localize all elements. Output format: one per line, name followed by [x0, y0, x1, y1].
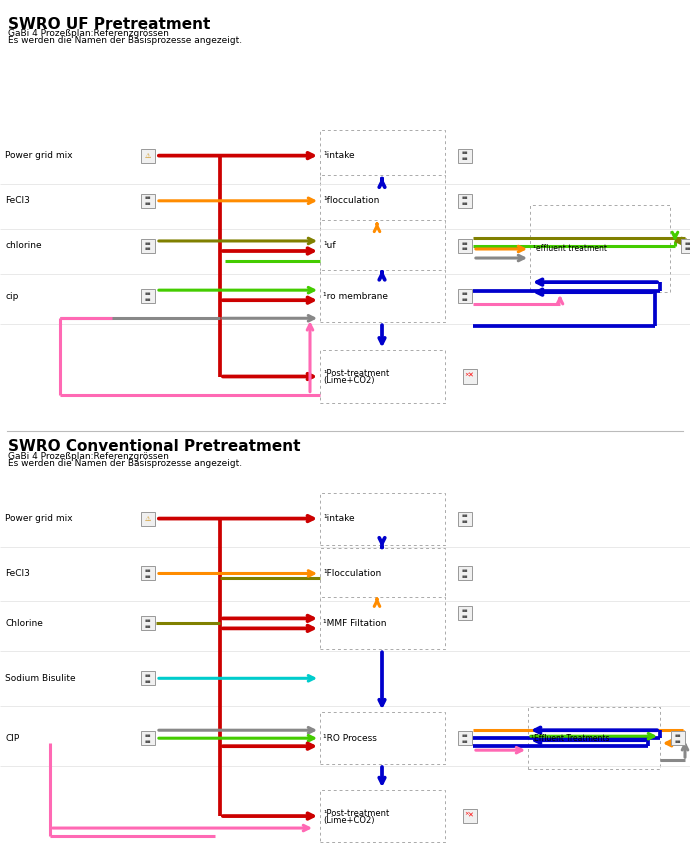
Text: ¹Post-treatment: ¹Post-treatment [323, 369, 389, 378]
Text: ×: × [464, 812, 469, 817]
Text: ▪▪
▪▪: ▪▪ ▪▪ [145, 618, 151, 629]
FancyBboxPatch shape [320, 547, 445, 600]
Text: ¹MMF Filtation: ¹MMF Filtation [323, 619, 386, 628]
FancyBboxPatch shape [458, 566, 472, 581]
Text: ×: × [464, 372, 469, 377]
Text: GaBi 4 Prozeßplan:Referenzgrössen: GaBi 4 Prozeßplan:Referenzgrössen [8, 451, 169, 461]
FancyBboxPatch shape [141, 511, 155, 526]
Text: (Lime+CO2): (Lime+CO2) [323, 376, 375, 385]
FancyBboxPatch shape [320, 130, 445, 182]
Text: Es werden die Namen der Basisprozesse angezeigt.: Es werden die Namen der Basisprozesse an… [8, 459, 242, 468]
Text: ▪▪
▪▪: ▪▪ ▪▪ [462, 196, 469, 206]
FancyBboxPatch shape [671, 731, 685, 746]
FancyBboxPatch shape [320, 270, 445, 323]
Text: ✕: ✕ [467, 812, 473, 818]
FancyBboxPatch shape [320, 712, 445, 764]
Text: ⚠: ⚠ [145, 153, 151, 159]
FancyBboxPatch shape [528, 707, 660, 769]
FancyBboxPatch shape [141, 731, 155, 746]
FancyBboxPatch shape [681, 239, 690, 253]
FancyBboxPatch shape [320, 220, 445, 272]
Text: Chlorine: Chlorine [5, 619, 43, 628]
Text: SWRO Conventional Pretreatment: SWRO Conventional Pretreatment [8, 438, 301, 454]
FancyBboxPatch shape [458, 239, 472, 253]
Text: cip: cip [5, 292, 19, 300]
Text: ▪▪
▪▪: ▪▪ ▪▪ [675, 733, 681, 744]
Text: ▪▪
▪▪: ▪▪ ▪▪ [145, 568, 151, 579]
Text: ✕: ✕ [467, 372, 473, 378]
Text: ¹uf: ¹uf [323, 241, 335, 251]
Text: Power grid mix: Power grid mix [5, 514, 72, 523]
Text: ▪▪
▪▪: ▪▪ ▪▪ [145, 291, 151, 301]
FancyBboxPatch shape [458, 148, 472, 163]
FancyBboxPatch shape [458, 607, 472, 620]
FancyBboxPatch shape [141, 289, 155, 303]
Text: ¹flocculation: ¹flocculation [323, 196, 380, 205]
FancyBboxPatch shape [320, 790, 445, 842]
FancyBboxPatch shape [141, 148, 155, 163]
Text: ▪▪
▪▪: ▪▪ ▪▪ [462, 608, 469, 619]
FancyBboxPatch shape [458, 511, 472, 526]
Text: CIP: CIP [5, 734, 19, 743]
Text: Sodium Bisulite: Sodium Bisulite [5, 674, 76, 683]
Text: ▪▪
▪▪: ▪▪ ▪▪ [462, 568, 469, 579]
Text: FeCl3: FeCl3 [5, 196, 30, 205]
Text: (Lime+CO2): (Lime+CO2) [323, 816, 375, 825]
FancyBboxPatch shape [141, 671, 155, 686]
Text: FeCl3: FeCl3 [5, 569, 30, 578]
FancyBboxPatch shape [458, 194, 472, 208]
Text: ▪▪
▪▪: ▪▪ ▪▪ [145, 196, 151, 206]
FancyBboxPatch shape [320, 492, 445, 545]
Text: Es werden die Namen der Basisprozesse angezeigt.: Es werden die Namen der Basisprozesse an… [8, 36, 242, 45]
Text: ▪▪
▪▪: ▪▪ ▪▪ [145, 673, 151, 684]
Text: ⚠: ⚠ [145, 516, 151, 522]
Text: ¹Post-treatment: ¹Post-treatment [323, 808, 389, 818]
FancyBboxPatch shape [458, 289, 472, 303]
Text: ¹ro membrane: ¹ro membrane [323, 292, 388, 300]
Text: SWRO UF Pretreatment: SWRO UF Pretreatment [8, 17, 210, 32]
FancyBboxPatch shape [463, 809, 477, 823]
Text: ▪▪
▪▪: ▪▪ ▪▪ [462, 733, 469, 744]
FancyBboxPatch shape [141, 566, 155, 581]
FancyBboxPatch shape [458, 731, 472, 746]
FancyBboxPatch shape [320, 597, 445, 650]
Text: ▪▪
▪▪: ▪▪ ▪▪ [462, 291, 469, 301]
Text: Power grid mix: Power grid mix [5, 151, 72, 160]
FancyBboxPatch shape [141, 616, 155, 631]
FancyBboxPatch shape [141, 194, 155, 208]
Text: ¹intake: ¹intake [323, 151, 355, 160]
Text: ¹Flocculation: ¹Flocculation [323, 569, 382, 578]
FancyBboxPatch shape [530, 205, 670, 293]
Text: ▪▪
▪▪: ▪▪ ▪▪ [462, 513, 469, 524]
FancyBboxPatch shape [141, 239, 155, 253]
Text: GaBi 4 Prozeßplan:Referenzgrössen: GaBi 4 Prozeßplan:Referenzgrössen [8, 29, 169, 38]
FancyBboxPatch shape [320, 350, 445, 402]
Text: ¹intake: ¹intake [323, 514, 355, 523]
Text: ▪▪
▪▪: ▪▪ ▪▪ [145, 733, 151, 744]
Text: ▪▪
▪▪: ▪▪ ▪▪ [145, 240, 151, 251]
Text: ▪▪
▪▪: ▪▪ ▪▪ [684, 240, 690, 251]
Text: ¹RO Process: ¹RO Process [323, 734, 377, 743]
Text: ¹Effluent Treatments: ¹Effluent Treatments [531, 734, 609, 743]
FancyBboxPatch shape [320, 175, 445, 227]
FancyBboxPatch shape [463, 370, 477, 384]
Text: chlorine: chlorine [5, 241, 41, 251]
Text: ¹effluent treatment: ¹effluent treatment [533, 244, 607, 253]
Text: ▪▪
▪▪: ▪▪ ▪▪ [462, 240, 469, 251]
Text: ▪▪
▪▪: ▪▪ ▪▪ [462, 150, 469, 161]
